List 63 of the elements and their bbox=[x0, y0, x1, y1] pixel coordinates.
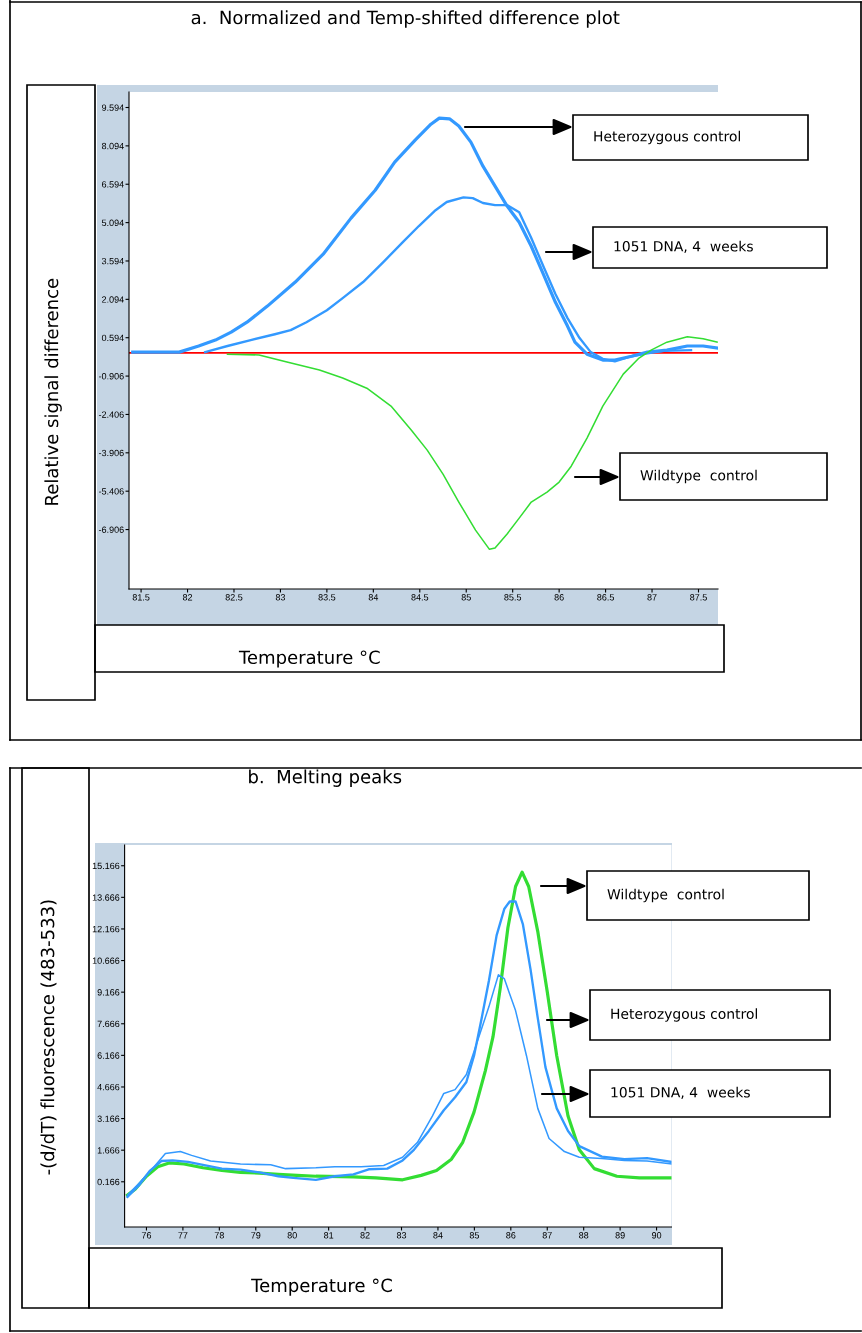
y-tick-label: 0.166 bbox=[97, 1178, 120, 1186]
annotation: 1051 DNA, 4 weeks bbox=[614, 240, 753, 253]
annotation: 1051 DNA, 4 weeks bbox=[611, 1086, 750, 1099]
chart-title: a. Normalized and Temp-shifted difference plot bbox=[191, 10, 620, 28]
y-tick-label: 1.666 bbox=[97, 1147, 120, 1154]
y-tick-label: 6.166 bbox=[97, 1052, 120, 1059]
x-tick-label: 88 bbox=[579, 1232, 589, 1239]
x-tick-label: 86 bbox=[554, 594, 564, 601]
annotation: Wildtype control bbox=[640, 469, 757, 484]
x-tick-label: 83.5 bbox=[318, 594, 336, 601]
x-axis-title: Temperature °C bbox=[238, 650, 380, 668]
x-tick-label: 85.5 bbox=[504, 594, 522, 601]
x-tick-label: 83 bbox=[275, 594, 286, 601]
x-tick-label: 84 bbox=[433, 1232, 443, 1239]
x-tick-label: 83 bbox=[396, 1232, 407, 1239]
y-tick-label: 3.594 bbox=[101, 257, 124, 265]
x-tick-label: 85 bbox=[469, 1232, 480, 1239]
annotation: Wildtype control bbox=[607, 888, 724, 903]
x-tick-label: 87 bbox=[647, 594, 657, 601]
x-tick-label: 84.5 bbox=[411, 594, 429, 601]
x-tick-label: 87.5 bbox=[690, 594, 707, 601]
x-tick-label: 82 bbox=[182, 594, 193, 601]
x-tick-label: 85 bbox=[461, 594, 471, 601]
y-axis-title: -(d/dT) fluorescence (483-533) bbox=[40, 900, 57, 1175]
x-tick-label: 82.5 bbox=[225, 594, 243, 601]
chart-title: b. Melting peaks bbox=[249, 769, 402, 787]
annotation: Heterozygous control bbox=[611, 1008, 757, 1022]
y-tick-label: 2.094 bbox=[102, 296, 124, 303]
x-tick-label: 89 bbox=[615, 1232, 625, 1239]
x-tick-label: 86 bbox=[506, 1232, 516, 1239]
y-tick-label: 12.166 bbox=[92, 925, 120, 933]
y-axis-title: Relative signal difference bbox=[44, 278, 62, 505]
y-tick-label: 8.094 bbox=[101, 142, 124, 150]
x-tick-label: 84 bbox=[368, 594, 379, 601]
y-tick-label: -3.906 bbox=[98, 449, 124, 457]
y-tick-label: 6.594 bbox=[102, 181, 124, 188]
x-tick-label: 87 bbox=[542, 1232, 552, 1239]
y-tick-label: -2.406 bbox=[98, 411, 124, 418]
y-tick-label: -0.906 bbox=[98, 373, 124, 380]
y-tick-label: 3.166 bbox=[97, 1115, 120, 1122]
x-tick-label: 79 bbox=[251, 1232, 261, 1239]
y-tick-label: 15.166 bbox=[92, 862, 120, 870]
y-tick-label: -5.406 bbox=[98, 488, 124, 495]
x-tick-label: 81 bbox=[324, 1232, 334, 1239]
x-axis-title: Temperature °C bbox=[251, 1278, 392, 1296]
y-tick-label: 9.166 bbox=[97, 989, 120, 996]
y-tick-label: 10.666 bbox=[92, 957, 120, 964]
y-tick-label: -6.906 bbox=[98, 526, 124, 533]
x-tick-label: 82 bbox=[360, 1232, 370, 1239]
x-tick-label: 80 bbox=[287, 1232, 297, 1239]
y-tick-label: 0.594 bbox=[101, 334, 124, 342]
x-tick-label: 90 bbox=[651, 1232, 662, 1239]
y-tick-label: 7.666 bbox=[97, 1020, 120, 1028]
x-tick-label: 78 bbox=[214, 1232, 224, 1239]
y-tick-label: 9.594 bbox=[101, 104, 124, 111]
x-tick-label: 86.5 bbox=[597, 594, 614, 601]
y-tick-label: 4.666 bbox=[97, 1083, 120, 1091]
y-tick-label: 5.094 bbox=[101, 219, 124, 226]
x-tick-label: 77 bbox=[178, 1232, 188, 1239]
annotation: Heterozygous control bbox=[594, 130, 740, 145]
x-tick-label: 76 bbox=[141, 1232, 152, 1239]
y-tick-label: 13.666 bbox=[92, 894, 120, 901]
x-tick-label: 81.5 bbox=[132, 594, 150, 601]
